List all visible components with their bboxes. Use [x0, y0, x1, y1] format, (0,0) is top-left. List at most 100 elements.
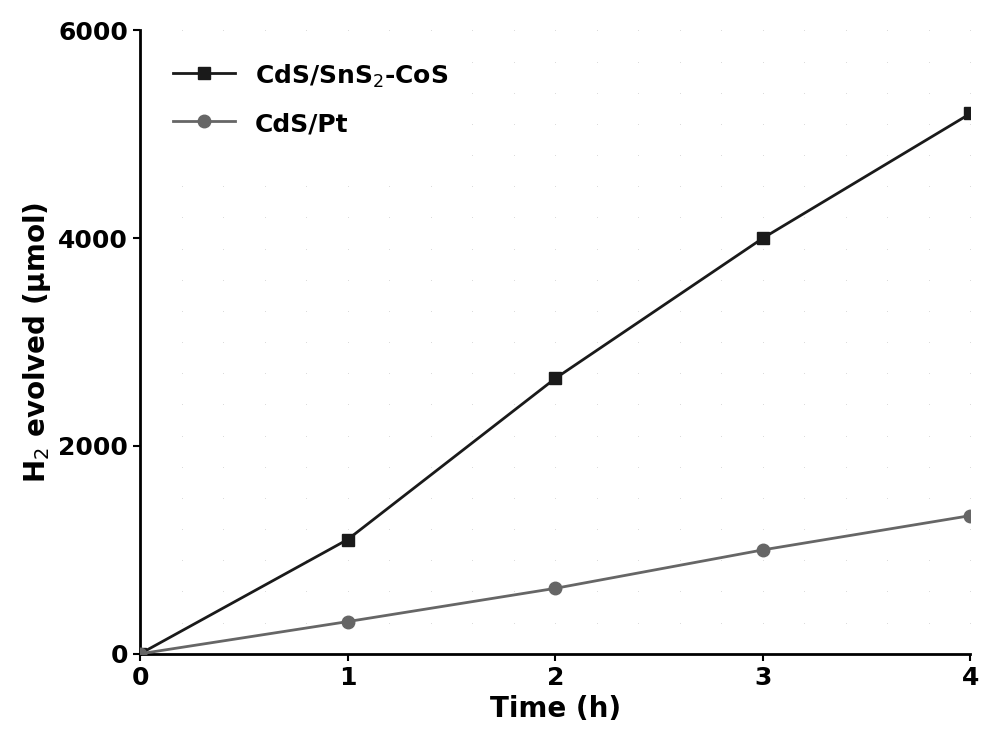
- Point: [464, 461, 480, 472]
- Point: [506, 399, 522, 411]
- Point: [132, 243, 148, 254]
- Point: [464, 399, 480, 411]
- Point: [879, 25, 895, 36]
- Point: [796, 87, 812, 99]
- Point: [257, 211, 273, 223]
- Point: [838, 648, 854, 660]
- Point: [796, 336, 812, 348]
- Point: [464, 368, 480, 379]
- Point: [340, 118, 356, 129]
- Point: [506, 87, 522, 99]
- Point: [464, 118, 480, 129]
- Point: [838, 25, 854, 36]
- Point: [630, 617, 646, 629]
- Point: [962, 492, 978, 504]
- Point: [672, 118, 688, 129]
- Point: [838, 492, 854, 504]
- Point: [132, 180, 148, 192]
- Point: [464, 274, 480, 286]
- Point: [215, 617, 231, 629]
- Point: [796, 523, 812, 535]
- Point: [713, 648, 729, 660]
- Point: [215, 399, 231, 411]
- Point: [921, 429, 937, 441]
- Point: [921, 149, 937, 161]
- Point: [174, 617, 190, 629]
- Point: [174, 211, 190, 223]
- Point: [672, 429, 688, 441]
- Point: [838, 305, 854, 317]
- Point: [962, 149, 978, 161]
- Point: [589, 554, 605, 566]
- Point: [174, 180, 190, 192]
- Point: [755, 87, 771, 99]
- Point: [174, 274, 190, 286]
- Point: [423, 617, 439, 629]
- Point: [962, 243, 978, 254]
- Point: [381, 118, 397, 129]
- Point: [672, 25, 688, 36]
- Point: [464, 648, 480, 660]
- Point: [215, 336, 231, 348]
- Point: [464, 25, 480, 36]
- Point: [921, 305, 937, 317]
- Point: [298, 336, 314, 348]
- Point: [132, 118, 148, 129]
- Point: [215, 305, 231, 317]
- Point: [174, 149, 190, 161]
- Point: [464, 87, 480, 99]
- Point: [838, 399, 854, 411]
- Point: [921, 461, 937, 472]
- Point: [589, 586, 605, 597]
- Point: [506, 56, 522, 68]
- Point: [340, 180, 356, 192]
- Point: [879, 305, 895, 317]
- Point: [132, 274, 148, 286]
- Point: [464, 149, 480, 161]
- Point: [547, 429, 563, 441]
- Point: [340, 399, 356, 411]
- Point: [215, 586, 231, 597]
- Point: [879, 274, 895, 286]
- Point: [506, 429, 522, 441]
- Point: [838, 586, 854, 597]
- Point: [921, 56, 937, 68]
- Point: [755, 586, 771, 597]
- Point: [174, 429, 190, 441]
- Point: [672, 243, 688, 254]
- Point: [755, 492, 771, 504]
- Point: [298, 523, 314, 535]
- Point: [755, 180, 771, 192]
- Point: [340, 492, 356, 504]
- Point: [381, 56, 397, 68]
- Point: [132, 429, 148, 441]
- Point: [381, 523, 397, 535]
- Point: [132, 617, 148, 629]
- Point: [257, 180, 273, 192]
- Point: [174, 118, 190, 129]
- Point: [423, 399, 439, 411]
- Point: [713, 211, 729, 223]
- Point: [589, 243, 605, 254]
- Point: [921, 211, 937, 223]
- Point: [879, 243, 895, 254]
- Point: [340, 586, 356, 597]
- Point: [713, 180, 729, 192]
- Point: [755, 617, 771, 629]
- Point: [423, 586, 439, 597]
- Point: [921, 368, 937, 379]
- Point: [962, 180, 978, 192]
- Point: [423, 118, 439, 129]
- Point: [672, 149, 688, 161]
- Point: [547, 336, 563, 348]
- Point: [381, 25, 397, 36]
- Point: [547, 56, 563, 68]
- Point: [381, 648, 397, 660]
- Point: [174, 523, 190, 535]
- Point: [547, 399, 563, 411]
- Point: [340, 461, 356, 472]
- Point: [340, 554, 356, 566]
- Point: [755, 336, 771, 348]
- Point: [838, 429, 854, 441]
- Point: [506, 554, 522, 566]
